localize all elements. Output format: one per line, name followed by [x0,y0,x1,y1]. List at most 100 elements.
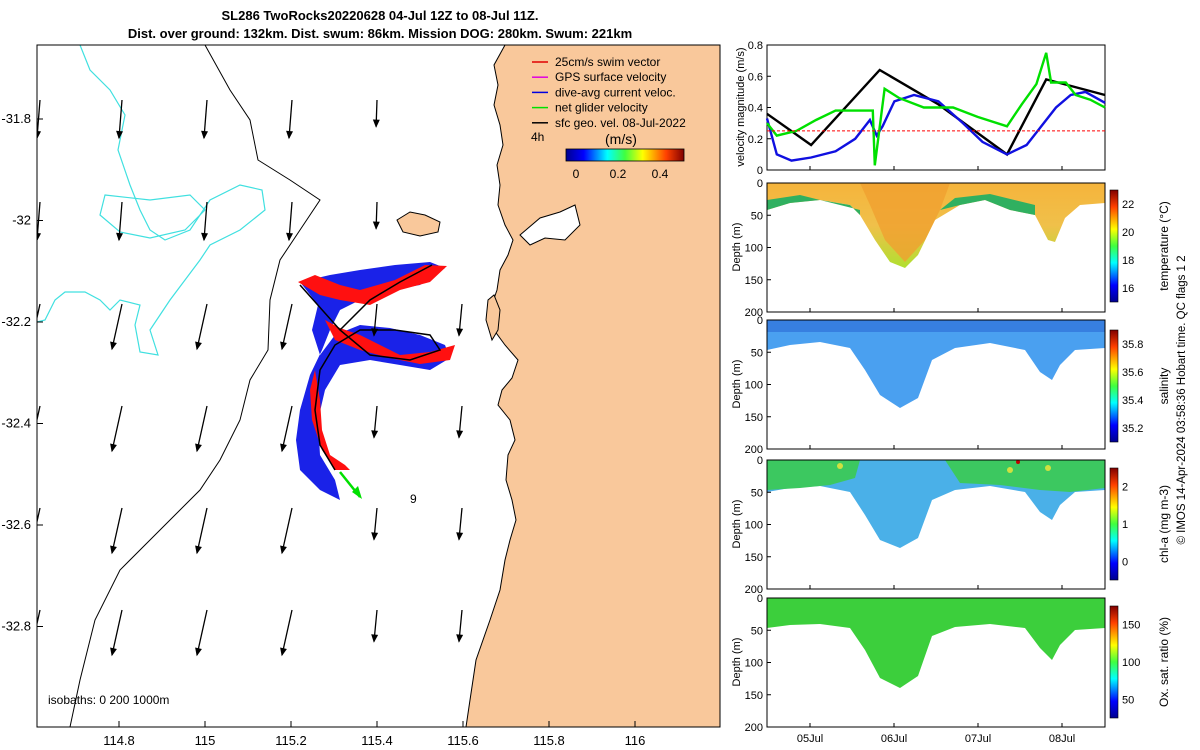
legend-label: net glider velocity [555,101,648,115]
time-axis-ticks: 05Jul 06Jul 07Jul 08Jul [797,166,1075,745]
lat-tick-label: -32.6 [1,517,31,532]
isobaths-label: isobaths: 0 200 1000m [48,693,169,707]
velocity-series-line [766,52,1106,166]
colorbar-label: Ox. sat. ratio (%) [1157,617,1171,707]
velocity-arrow-head [286,232,294,242]
isobath-1000m-loop [99,194,206,239]
depth-tick-label: 150 [745,412,763,424]
footer-credit: © IMOS 14-Apr-2024 03:58:36 Hobart time.… [1176,255,1188,544]
depth-tick-label: 100 [745,243,763,255]
depth-tick-label: 100 [745,380,763,392]
colorbar-tick-label: 22 [1122,199,1134,211]
colorbar-tick-label: 35.6 [1122,367,1143,379]
colorbar-title: (m/s) [605,131,637,147]
legend-label: dive-avg current veloc. [555,85,676,99]
depth-tick-label: 50 [751,347,763,359]
velocity-arrow [281,609,293,656]
velocity-arrow [37,507,41,525]
time-tick-label: 06Jul [881,733,907,745]
depth-tick-label: 0 [757,315,763,327]
figure-title-line2: Dist. over ground: 132km. Dist. swum: 86… [127,26,633,41]
velocity-arrow-head [116,130,124,140]
velocity-arrow [196,609,208,656]
velocity-arrow-head [456,430,464,439]
colorbar-tick-label: 0.4 [652,167,669,181]
velocity-arrow-head [29,444,34,451]
depth-tick-label: 200 [745,307,763,319]
depth-tick-label: 150 [745,552,763,564]
land-area [465,45,720,727]
velocity-arrow-head [280,341,287,351]
colorbar-tick-label: 20 [1122,227,1134,239]
colorbar-tick-label: 1 [1122,519,1128,531]
colorbar-label: salinity [1157,368,1171,405]
section-ylabel: Depth (m) [731,223,743,272]
legend-note: 4h [531,130,544,144]
depth-tick-label: 200 [745,722,763,734]
velocity-arrow [281,405,293,452]
section-panel-chla [767,460,1105,589]
depth-tick-label: 100 [745,658,763,670]
velocity-arrow-head [195,443,202,453]
lat-tick-label: -32.8 [1,619,31,634]
velocity-arrow-head [110,443,117,453]
map-lat-ticks: -31.8 -32 -32.2 -32.4 -32.6 -32.8 [1,111,43,634]
velocity-ytick-label: 0 [757,165,763,177]
depth-tick-label: 0 [757,455,763,467]
velocity-series-line [765,90,1106,162]
oxygen-colorbar [1109,605,1119,719]
depth-tick-label: 200 [745,584,763,596]
isobath-1000m [37,45,266,356]
velocity-arrow-head [372,119,380,128]
velocity-panel: 0 0.2 0.4 0.6 0.8 velocity magnitude (m/s) [735,40,1106,177]
velocity-arrow [196,507,208,554]
figure-title-line1: SL286 TwoRocks20220628 04-Jul 12Z to 08-… [221,8,539,23]
depth-tick-label: 0 [757,593,763,605]
velocity-ylabel: velocity magnitude (m/s) [735,47,747,166]
speed-colorbar-ticks: 0 0.2 0.4 [573,167,669,181]
lon-tick-label: 115.8 [533,733,565,748]
velocity-ytick-label: 0.2 [748,134,763,146]
isobath-200m [69,45,321,727]
map-lon-ticks: 114.8 115 115.2 115.4 115.6 115.8 116 [103,721,645,748]
velocity-arrow [37,609,41,627]
colorbar-label: temperature (°C) [1157,201,1171,291]
velocity-arrow-head [371,430,379,439]
velocity-arrows [29,99,464,657]
colorbar-tick-label: 35.4 [1122,395,1143,407]
legend-label: sfc geo. vel. 08-Jul-2022 [555,116,686,130]
velocity-arrow-head [371,532,379,541]
time-tick-label: 07Jul [965,733,991,745]
section-panel-temperature [767,183,1105,312]
velocity-arrow-head [201,130,209,140]
lon-tick-label: 115.4 [361,733,393,748]
colorbar-label: chl-a (mg m-3) [1157,485,1171,563]
velocity-arrow-head [201,232,209,242]
section-ylabel: Depth (m) [731,360,743,409]
velocity-arrow-head [371,328,379,337]
depth-tick-label: 150 [745,690,763,702]
lat-tick-label: -32.2 [1,314,31,329]
colorbar-tick-label: 150 [1122,620,1140,632]
velocity-arrow [281,507,293,554]
velocity-arrow-head [280,443,287,453]
velocity-arrow [281,303,293,350]
colorbar-tick-label: 2 [1122,482,1128,494]
velocity-arrow-head [110,647,117,657]
colorbar-tick-label: 18 [1122,255,1134,267]
island-garden [485,294,501,342]
lon-tick-label: 115 [195,733,216,748]
velocity-arrow-head [116,232,124,242]
depth-tick-label: 50 [751,210,763,222]
lat-tick-label: -32.4 [1,416,31,431]
depth-tick-label: 150 [745,275,763,287]
lon-tick-label: 115.6 [447,733,479,748]
velocity-arrow-head [195,545,202,555]
lon-tick-label: 116 [625,733,646,748]
velocity-series-line [766,68,1106,157]
velocity-arrow-head [456,634,464,643]
velocity-arrow [37,405,41,423]
velocity-ytick-label: 0.8 [748,40,763,52]
velocity-arrow-head [280,545,287,555]
